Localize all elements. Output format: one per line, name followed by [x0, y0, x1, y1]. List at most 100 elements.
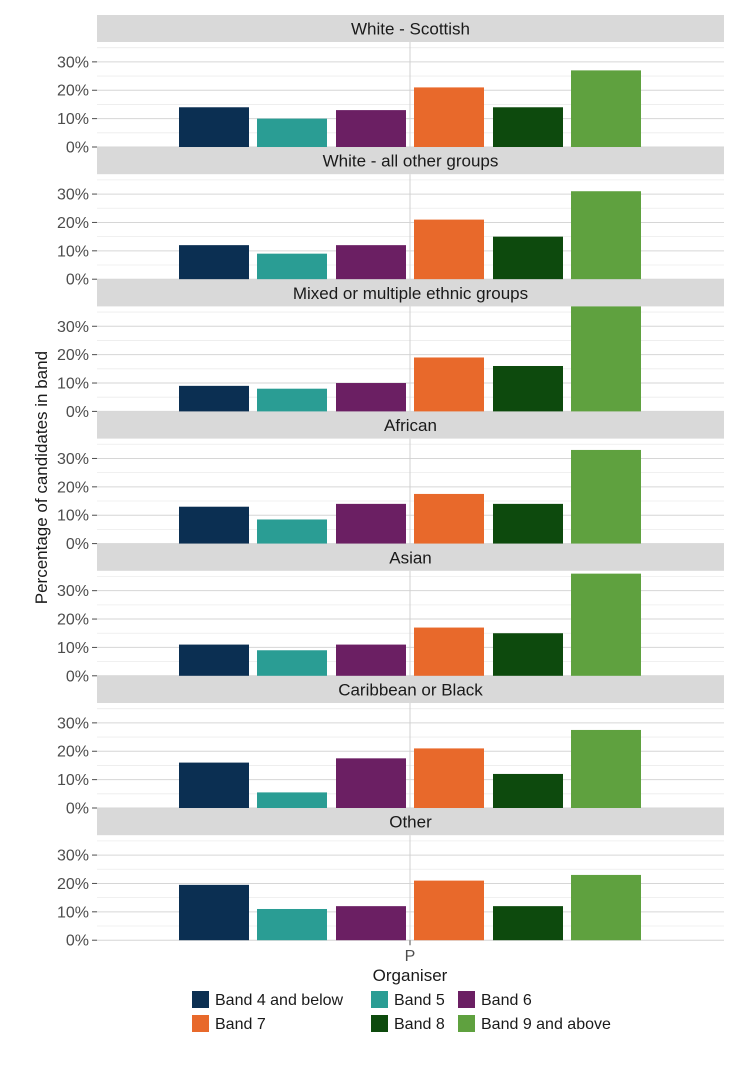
y-tick-label: 0% — [66, 140, 89, 157]
legend-swatch — [458, 991, 475, 1008]
facet-title: Asian — [389, 548, 432, 567]
y-tick-label: 30% — [57, 451, 89, 468]
bar — [257, 253, 327, 280]
y-tick-label: 10% — [57, 376, 89, 393]
bar — [571, 70, 641, 147]
facet-title: White - all other groups — [323, 152, 499, 171]
bar — [179, 245, 249, 280]
y-tick-label: 20% — [57, 479, 89, 496]
y-tick-label: 10% — [57, 111, 89, 128]
bar — [571, 449, 641, 544]
y-tick-label: 20% — [57, 83, 89, 100]
legend-label: Band 4 and below — [215, 992, 344, 1009]
legend-swatch — [371, 1015, 388, 1032]
bar — [257, 388, 327, 412]
bar — [414, 357, 484, 412]
x-axis-title: Organiser — [373, 966, 448, 985]
y-tick-label: 20% — [57, 215, 89, 232]
facet-title: Other — [389, 813, 432, 832]
bar — [414, 748, 484, 808]
bar — [257, 792, 327, 808]
bar — [179, 506, 249, 544]
bar — [493, 107, 563, 147]
facet-title: Caribbean or Black — [338, 681, 483, 700]
bar — [571, 729, 641, 808]
legend-label: Band 9 and above — [481, 1016, 611, 1033]
legend-label: Band 7 — [215, 1016, 266, 1033]
bar — [571, 191, 641, 280]
y-tick-label: 30% — [57, 715, 89, 732]
bar — [493, 773, 563, 808]
bar — [571, 874, 641, 941]
bar — [414, 880, 484, 941]
legend-swatch — [458, 1015, 475, 1032]
bar — [257, 118, 327, 147]
bar — [414, 219, 484, 280]
y-tick-label: 0% — [66, 801, 89, 818]
bar — [257, 908, 327, 941]
facet-strip — [97, 676, 724, 703]
bar — [179, 884, 249, 941]
y-tick-label: 20% — [57, 612, 89, 629]
x-tick-label: P — [405, 948, 416, 965]
bar — [336, 758, 406, 808]
bar — [493, 365, 563, 412]
bar — [336, 906, 406, 941]
bar — [493, 503, 563, 544]
legend-label: Band 8 — [394, 1016, 445, 1033]
y-tick-label: 10% — [57, 640, 89, 657]
legend-swatch — [192, 991, 209, 1008]
legend-swatch — [192, 1015, 209, 1032]
bar — [179, 107, 249, 147]
bar — [493, 633, 563, 676]
legend-label: Band 5 — [394, 992, 445, 1009]
legend-label: Band 6 — [481, 992, 532, 1009]
y-tick-label: 10% — [57, 243, 89, 260]
legend-swatch — [371, 991, 388, 1008]
facet-title: African — [384, 416, 437, 435]
bar — [571, 306, 641, 412]
bar — [336, 644, 406, 676]
facet-strip — [97, 15, 724, 42]
bar — [571, 573, 641, 676]
y-tick-label: 10% — [57, 772, 89, 789]
y-tick-label: 0% — [66, 404, 89, 421]
facet-strip — [97, 543, 724, 571]
y-tick-label: 0% — [66, 933, 89, 950]
y-tick-label: 10% — [57, 508, 89, 525]
y-axis-title: Percentage of candidates in band — [32, 351, 51, 604]
bar — [493, 906, 563, 941]
y-tick-label: 20% — [57, 744, 89, 761]
facet-title: Mixed or multiple ethnic groups — [293, 284, 528, 303]
bar — [414, 627, 484, 676]
bar — [493, 236, 563, 280]
y-tick-label: 20% — [57, 876, 89, 893]
y-tick-label: 30% — [57, 187, 89, 204]
facet-strip — [97, 411, 724, 439]
y-tick-label: 30% — [57, 848, 89, 865]
bar — [414, 493, 484, 544]
y-tick-label: 30% — [57, 54, 89, 71]
bar — [179, 762, 249, 808]
bar — [179, 644, 249, 676]
bar — [336, 503, 406, 544]
bar — [257, 519, 327, 544]
facet-title: White - Scottish — [351, 20, 470, 39]
facet-strip — [97, 808, 724, 836]
facet-strip — [97, 279, 724, 307]
bar — [336, 383, 406, 412]
y-tick-label: 0% — [66, 668, 89, 685]
bar — [179, 385, 249, 412]
bar — [336, 245, 406, 280]
y-tick-label: 30% — [57, 583, 89, 600]
y-tick-label: 20% — [57, 347, 89, 364]
y-tick-label: 30% — [57, 319, 89, 336]
y-tick-label: 10% — [57, 904, 89, 921]
y-tick-label: 0% — [66, 536, 89, 553]
bar — [336, 110, 406, 147]
facet-strip — [97, 147, 724, 175]
bar — [257, 650, 327, 676]
y-tick-label: 0% — [66, 272, 89, 289]
